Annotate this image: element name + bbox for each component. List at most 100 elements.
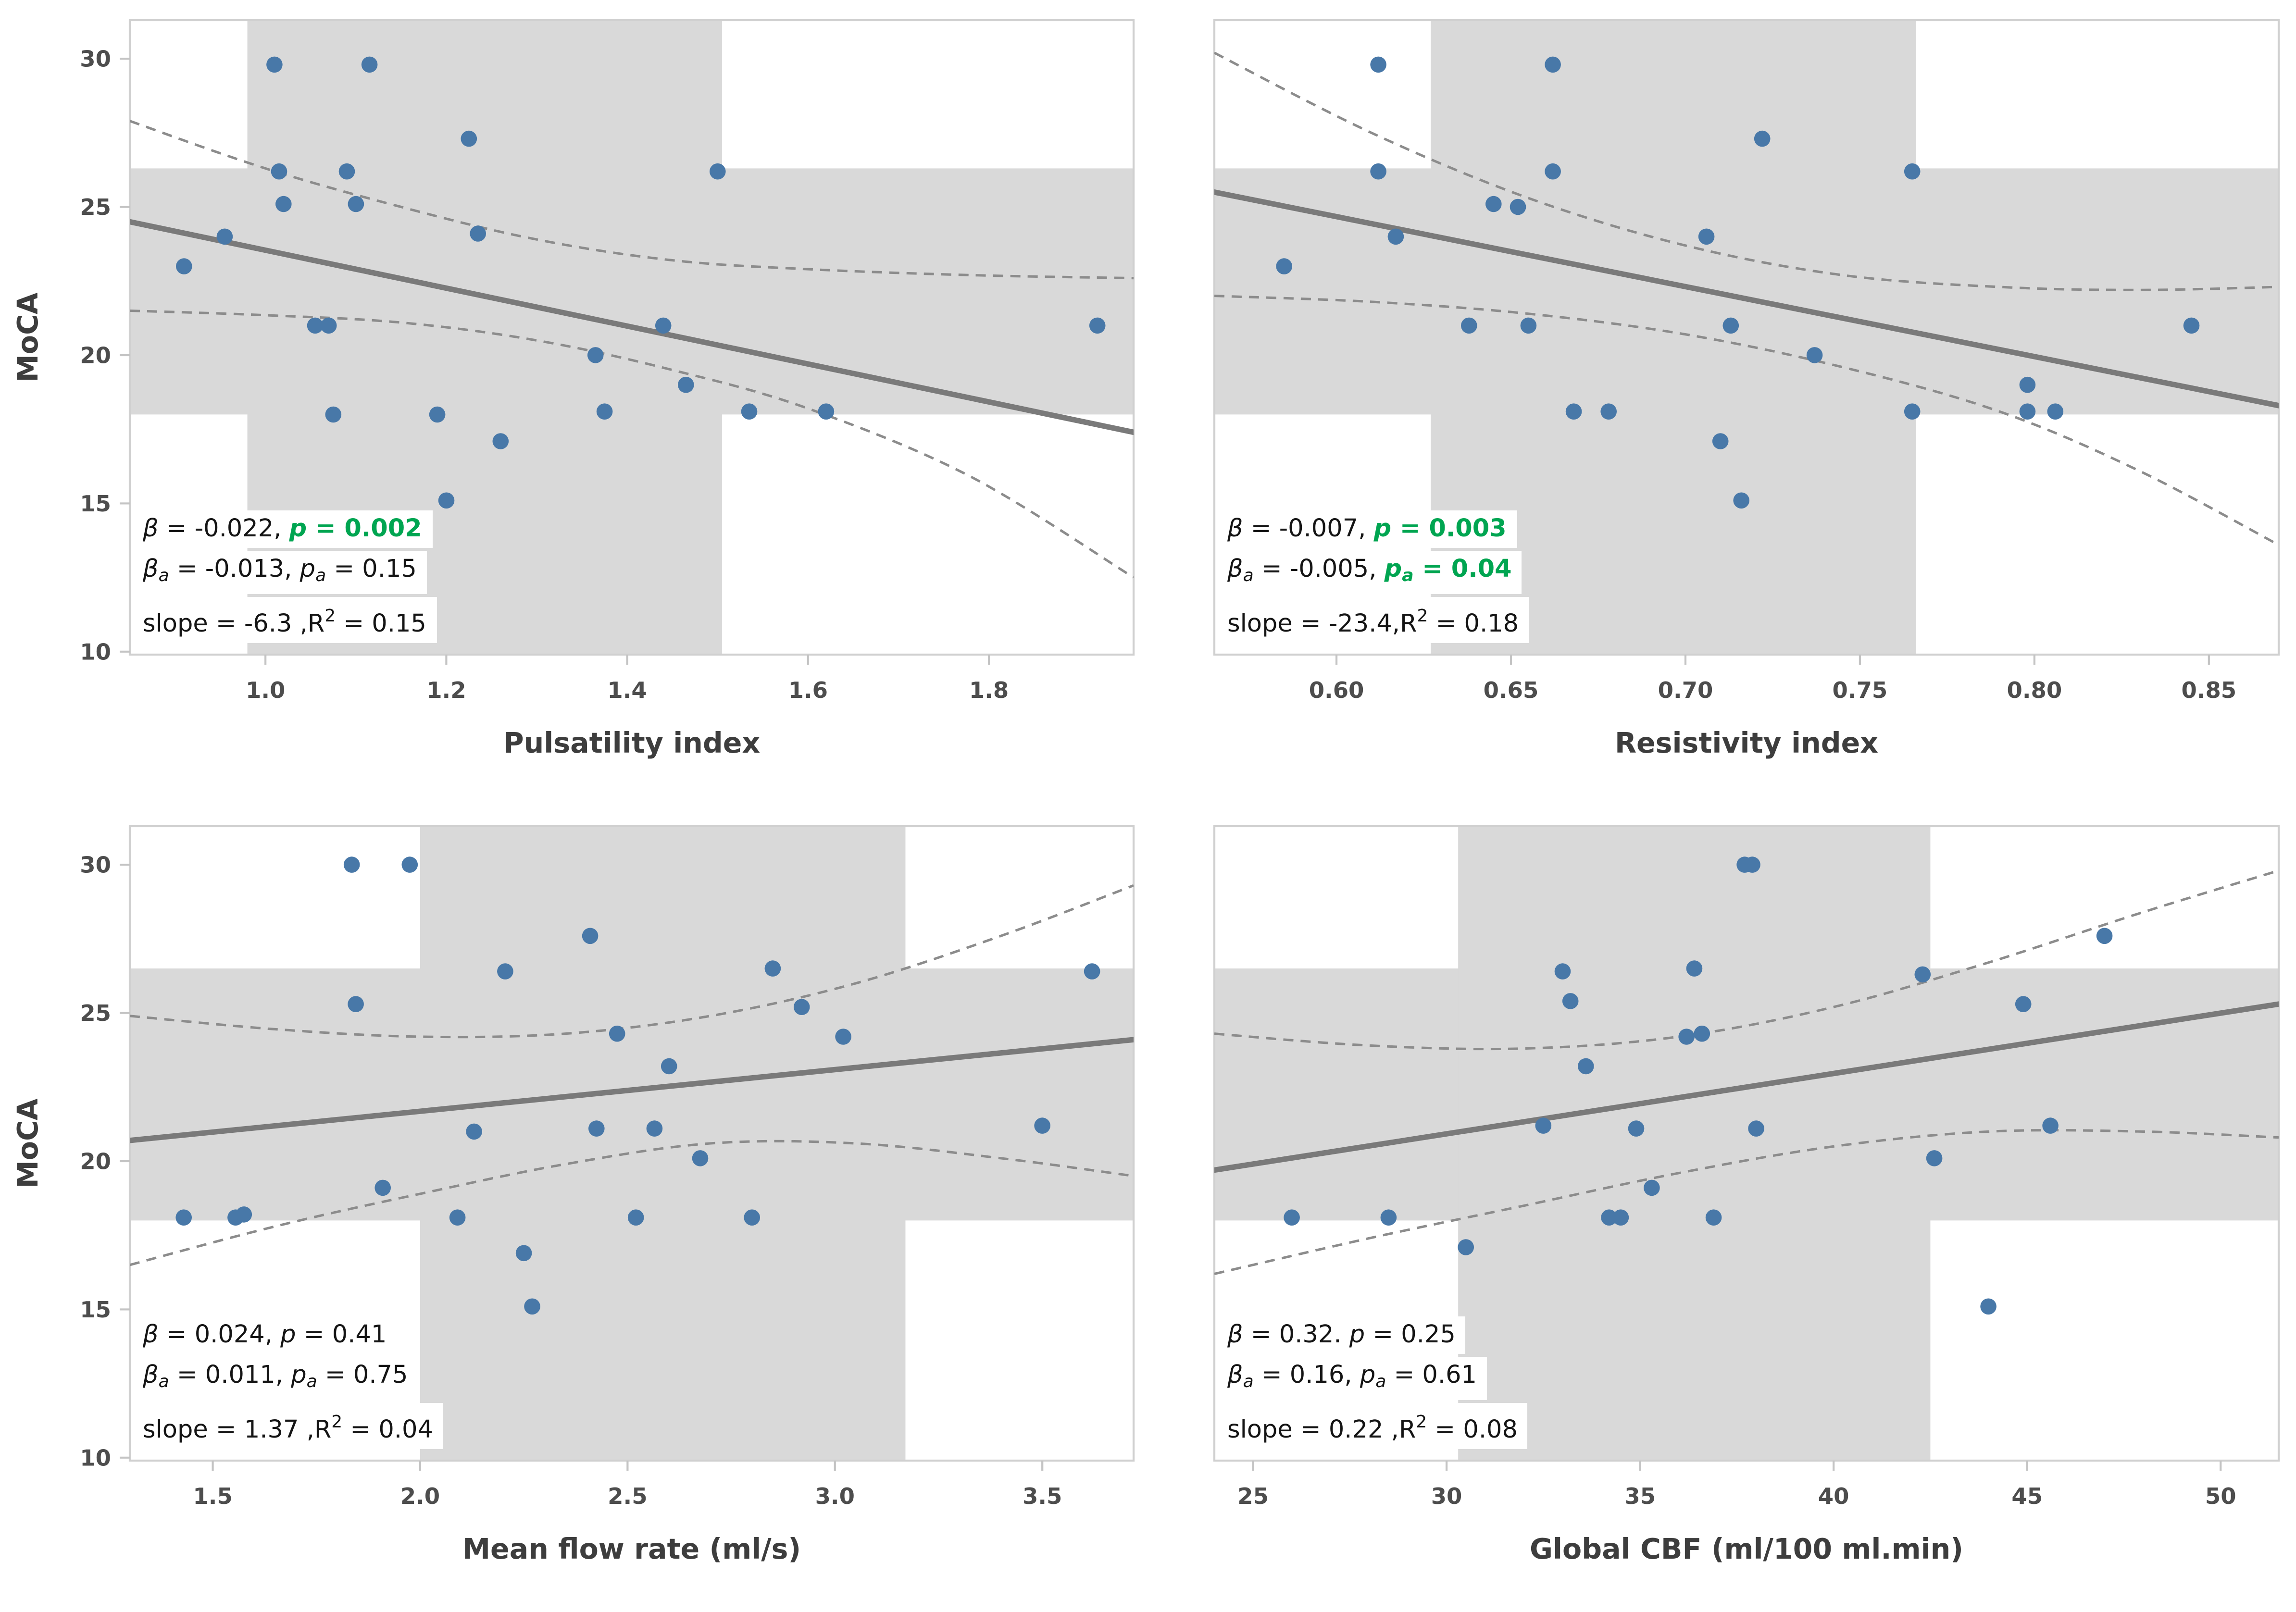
stats-segment: = 0.08 — [1427, 1416, 1518, 1445]
scatter-point — [1578, 1058, 1594, 1075]
regression-line — [130, 219, 1134, 435]
scatter-point — [492, 433, 509, 449]
stats-segment: = 0.024, — [158, 1321, 281, 1350]
scatter-point — [216, 228, 233, 245]
scatter-point — [401, 856, 418, 873]
stats-line: β = -0.022, p = 0.002 — [137, 510, 432, 548]
y-tick-label: 30 — [80, 46, 111, 72]
scatter-point — [1554, 963, 1571, 980]
scatter-point — [2019, 403, 2036, 420]
stats-segment: a — [1243, 1371, 1254, 1391]
ci-upper-curve — [1214, 51, 2279, 291]
stats-segment: β — [143, 515, 159, 544]
stats-segment: = 0.04 — [1413, 555, 1512, 584]
y-tick-label: 25 — [80, 1000, 111, 1026]
scatter-point — [587, 347, 604, 363]
stats-segment: p — [299, 555, 316, 584]
scatter-point — [1034, 1117, 1050, 1134]
stats-segment: slope = 0.22 ,R — [1227, 1416, 1416, 1445]
scatter-point — [2019, 376, 2036, 393]
scatter-point — [1545, 163, 1561, 180]
stats-segment: = 0.18 — [1428, 610, 1519, 639]
stats-line: slope = -23.4,R2 = 0.18 — [1222, 597, 1529, 643]
stats-line: βa = -0.013, pa = 0.15 — [137, 551, 427, 594]
stats-segment: a — [158, 565, 169, 585]
x-tick-label: 2.0 — [400, 1483, 440, 1509]
stats-segment: = 0.15 — [326, 555, 417, 584]
stats-annotation-pulsatility: β = -0.022, p = 0.002 βa = -0.013, pa = 0… — [137, 508, 437, 643]
scatter-point — [1722, 317, 1739, 334]
stats-segment: a — [1375, 1371, 1386, 1391]
scatter-point — [1904, 163, 1921, 180]
scatter-point — [266, 56, 283, 73]
stats-segment: 2 — [1416, 1412, 1427, 1432]
scatter-point — [497, 963, 513, 980]
scatter-point — [236, 1206, 252, 1223]
stats-segment: slope = 1.37 ,R — [143, 1416, 332, 1445]
regression-line — [130, 1037, 1134, 1143]
y-tick-label: 25 — [80, 194, 111, 220]
pulsatility-scatter-chart: 1.0 1.2 1.4 1.6 1.8 10 15 20 25 30 Pulsatility ind… — [12, 19, 1135, 759]
x-tick-label: 45 — [2011, 1483, 2043, 1509]
scatter-point — [1520, 317, 1537, 334]
scatter-point — [1276, 258, 1292, 274]
scatter-point — [470, 225, 486, 242]
scatter-point — [343, 856, 360, 873]
scatter-point — [588, 1120, 605, 1137]
plot-border — [1213, 19, 2280, 656]
scatter-point — [466, 1123, 482, 1140]
scatter-point — [438, 492, 455, 509]
scatter-point — [1686, 960, 1703, 977]
stats-line: slope = -6.3 ,R2 = 0.15 — [137, 597, 437, 643]
x-tick-label: 1.6 — [788, 677, 828, 703]
stats-segment: β — [143, 1361, 159, 1390]
mean-flow-rate-scatter-chart: 1.5 2.0 2.5 3.0 3.5 10 15 20 25 30 Mean flow rate … — [12, 825, 1135, 1565]
scatter-point — [2042, 1117, 2059, 1134]
scatter-point — [1084, 963, 1100, 980]
stats-segment: slope = -23.4,R — [1227, 610, 1417, 639]
x-tick-label: 0.80 — [2007, 677, 2062, 703]
scatter-point — [1748, 1120, 1764, 1137]
stats-segment: = 0.25 — [1365, 1321, 1456, 1350]
scatter-point — [1600, 403, 1617, 420]
stats-line: β = -0.007, p = 0.003 — [1222, 510, 1517, 548]
x-axis-label: Pulsatility index — [503, 727, 760, 759]
stats-segment: = 0.011, — [169, 1361, 291, 1390]
scatter-point — [818, 403, 835, 420]
scatter-point — [1744, 856, 1760, 873]
scatter-point — [271, 163, 287, 180]
ci-lower-curve — [1214, 1129, 2279, 1275]
stats-segment: β — [1227, 1321, 1243, 1350]
ci-upper-curve — [1214, 869, 2279, 1051]
y-tick-label: 20 — [80, 343, 111, 369]
scatter-point — [515, 1245, 532, 1262]
stats-annotation-resistivity: β = -0.007, p = 0.003 βa = -0.005, pa = 0… — [1222, 508, 1529, 643]
x-tick-label: 0.75 — [1833, 677, 1888, 703]
stats-segment: p — [291, 1361, 307, 1390]
x-tick-label: 1.0 — [246, 677, 285, 703]
scatter-point — [275, 196, 292, 212]
stats-segment: = 0.15 — [336, 610, 426, 639]
stats-segment: = 0.41 — [296, 1321, 387, 1350]
iqr-band-vertical — [1458, 826, 1931, 1461]
x-tick-label: 0.85 — [2181, 677, 2236, 703]
scatter-point — [609, 1025, 625, 1042]
scatter-point — [1485, 196, 1502, 212]
y-tick-label: 15 — [80, 1297, 111, 1323]
global-cbf-scatter-chart: 25 30 35 40 45 50 Global CBF (ml/100 ml.min) — [1213, 825, 2280, 1565]
scatter-point — [2015, 996, 2032, 1012]
scatter-point — [1370, 163, 1386, 180]
stats-segment: = -0.022, — [158, 515, 289, 544]
panel-pulsatility: 1.0 1.2 1.4 1.6 1.8 10 15 20 25 30 Pulsatility ind… — [0, 0, 1148, 806]
x-axis-label: Mean flow rate (ml/s) — [462, 1533, 801, 1565]
scatter-point — [176, 258, 192, 274]
scatter-point — [764, 960, 781, 977]
scatter-point — [2047, 403, 2064, 420]
stats-segment: = 0.61 — [1386, 1361, 1477, 1390]
stats-segment: a — [1402, 565, 1414, 585]
stats-segment: = -0.005, — [1253, 555, 1385, 584]
x-tick-label: 1.8 — [969, 677, 1009, 703]
scatter-point — [374, 1179, 391, 1196]
scatter-point — [744, 1209, 761, 1226]
scatter-point — [307, 317, 324, 334]
